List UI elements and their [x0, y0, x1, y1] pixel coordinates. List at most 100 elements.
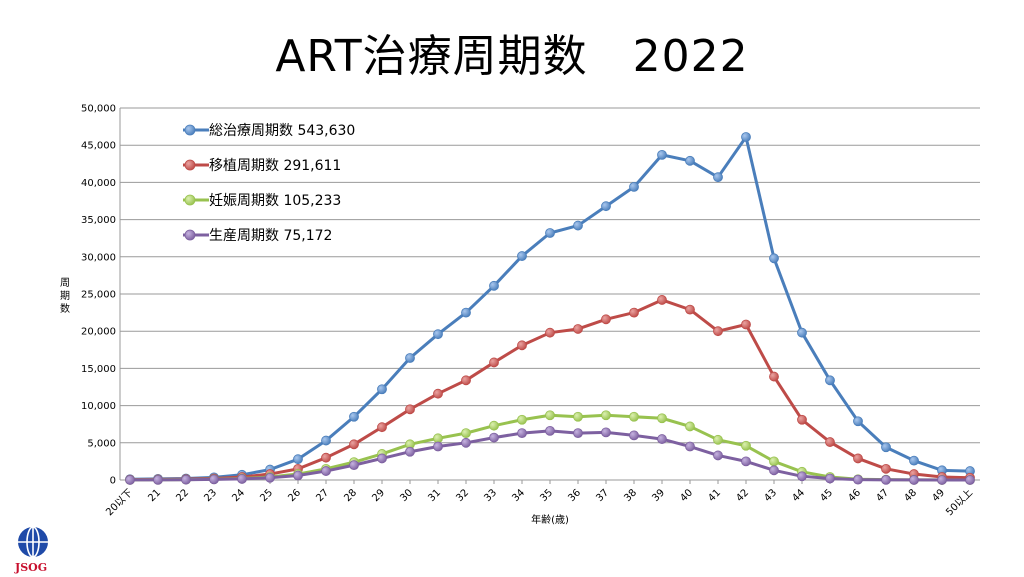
- x-tick-label: 40: [678, 487, 695, 504]
- data-point: [713, 326, 723, 337]
- data-point: [741, 132, 751, 142]
- data-point: [769, 371, 779, 382]
- x-tick-label: 23: [202, 487, 219, 504]
- data-point: [937, 475, 947, 485]
- y-tick-label: 25,000: [81, 290, 116, 301]
- data-point: [517, 428, 527, 439]
- x-tick-label: 31: [426, 487, 443, 504]
- x-tick-label: 35: [538, 487, 555, 504]
- x-tick-label: 20以下: [104, 487, 135, 518]
- data-point: [741, 440, 751, 451]
- data-point: [545, 425, 555, 436]
- legend-label: 移植周期数 291,611: [209, 158, 341, 174]
- y-tick-label: 50,000: [81, 104, 116, 115]
- x-tick-label: 41: [706, 487, 723, 504]
- y-tick-label: 5,000: [87, 438, 116, 449]
- data-point: [433, 433, 443, 444]
- x-tick-label: 34: [510, 487, 527, 504]
- x-tick-label: 43: [762, 487, 779, 504]
- data-point: [293, 470, 303, 481]
- x-tick-label: 30: [398, 487, 415, 504]
- x-tick-label: 44: [790, 487, 807, 504]
- data-point: [629, 181, 639, 192]
- data-point: [713, 450, 723, 461]
- x-tick-label: 24: [230, 487, 247, 504]
- data-point: [349, 439, 359, 450]
- data-point: [629, 430, 639, 441]
- data-point: [461, 307, 471, 318]
- data-point: [629, 411, 639, 422]
- x-axis-label: 年齢(歳): [531, 513, 569, 526]
- data-point: [713, 172, 723, 183]
- x-tick-label: 48: [902, 487, 919, 504]
- data-point: [685, 304, 695, 315]
- data-point: [573, 220, 583, 231]
- axes: 0 5,000 10,000 15,000 20,000 25,000 30,000 35,0…: [60, 104, 980, 526]
- legend-marker: [184, 194, 196, 206]
- y-tick-label: 35,000: [81, 215, 116, 226]
- y-axis-label-char: 数: [60, 302, 70, 315]
- data-point: [657, 149, 667, 160]
- data-point: [825, 437, 835, 447]
- x-tick-label: 28: [342, 487, 359, 504]
- data-point: [461, 437, 471, 448]
- data-point: [797, 471, 807, 482]
- data-point: [433, 388, 443, 399]
- data-point: [881, 463, 891, 474]
- data-point: [321, 466, 331, 476]
- data-point: [125, 475, 135, 485]
- series-layer: [125, 132, 975, 485]
- data-point: [797, 414, 807, 425]
- data-point: [461, 428, 471, 439]
- data-point: [853, 474, 863, 485]
- data-point: [601, 314, 611, 325]
- data-point: [517, 251, 527, 261]
- x-tick-label: 26: [286, 487, 303, 504]
- x-tick-label: 49: [930, 487, 947, 504]
- legend-label: 生産周期数 75,172: [209, 228, 332, 244]
- y-tick-label: 0: [110, 476, 116, 487]
- legend-marker: [184, 159, 196, 171]
- x-tick-label: 36: [566, 487, 583, 504]
- x-tick-label: 39: [650, 487, 667, 504]
- data-point: [489, 357, 499, 368]
- data-point: [489, 280, 499, 291]
- series-line: [129, 413, 971, 482]
- data-point: [741, 319, 751, 330]
- x-tick-label: 42: [734, 487, 751, 504]
- data-point: [377, 453, 387, 464]
- data-point: [517, 340, 527, 351]
- data-point: [601, 201, 611, 212]
- data-point: [461, 375, 471, 386]
- x-tick-label: 47: [874, 487, 891, 504]
- x-tick-label: 25: [258, 487, 275, 504]
- data-point: [573, 411, 583, 422]
- x-tick-label: 37: [594, 487, 611, 504]
- data-point: [181, 474, 191, 485]
- data-point: [489, 432, 499, 443]
- y-tick-label: 40,000: [81, 178, 116, 189]
- data-point: [405, 404, 415, 415]
- data-point: [573, 324, 583, 334]
- data-point: [769, 456, 779, 467]
- data-point: [629, 307, 639, 318]
- logo-text: JSOG: [15, 561, 48, 574]
- data-point: [293, 454, 303, 465]
- page-title: ART治療周期数 2022: [275, 31, 749, 82]
- y-tick-label: 30,000: [81, 252, 116, 263]
- y-tick-label: 10,000: [81, 401, 116, 412]
- data-point: [237, 473, 247, 484]
- data-point: [825, 473, 835, 484]
- data-point: [545, 327, 555, 338]
- data-point: [349, 411, 359, 422]
- data-point: [517, 414, 527, 425]
- y-axis-label-char: 周: [60, 277, 70, 289]
- data-point: [853, 453, 863, 464]
- data-point: [377, 422, 387, 433]
- legend-label: 総治療周期数 543,630: [209, 122, 355, 139]
- data-point: [433, 329, 443, 340]
- x-tick-label: 29: [370, 487, 387, 504]
- data-point: [405, 446, 415, 457]
- x-tick-label: 33: [482, 487, 499, 504]
